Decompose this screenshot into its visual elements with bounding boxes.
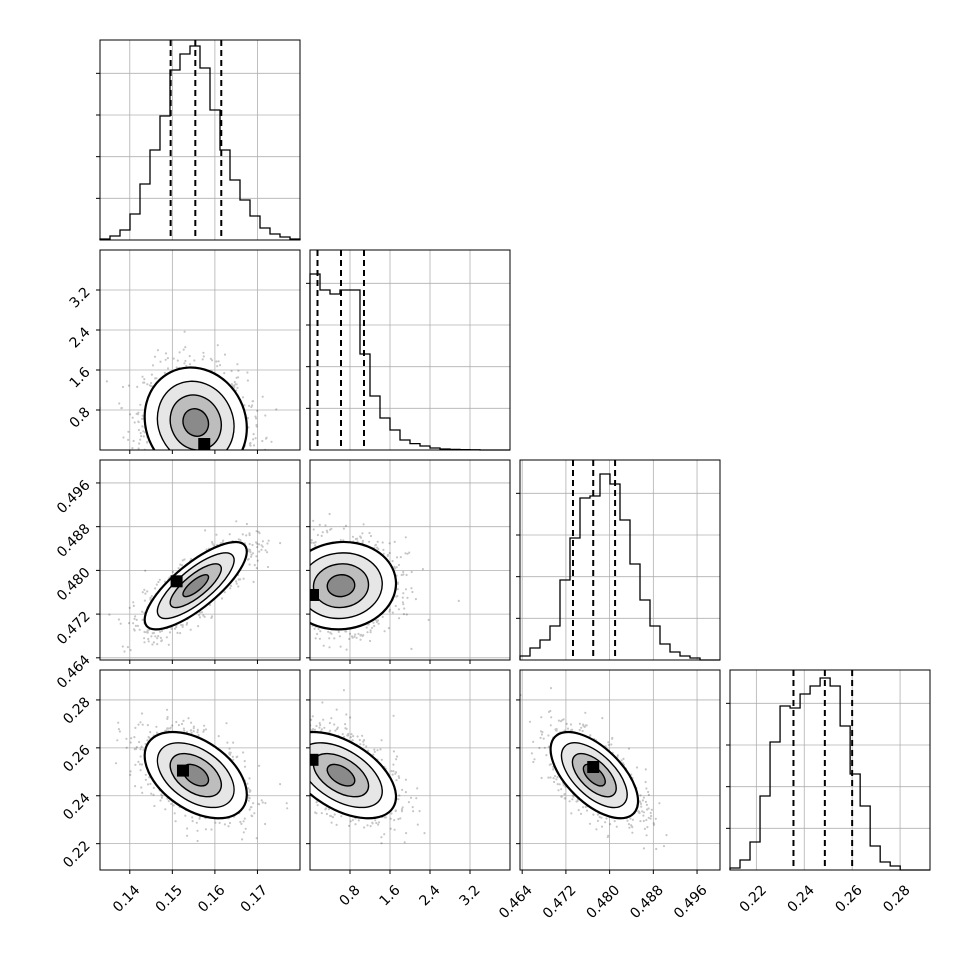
- x-tick-label: 0.24: [785, 882, 818, 915]
- x-tick-label: 0.480: [584, 882, 624, 922]
- y-tick-label: 2.4: [67, 324, 94, 351]
- y-tick-label: 0.24: [60, 790, 93, 823]
- density-contour: [182, 408, 210, 437]
- scatter-panel: [516, 669, 721, 874]
- histogram-panel: [306, 249, 511, 451]
- x-tick-label: 0.496: [671, 882, 711, 922]
- x-tick-label: 0.17: [238, 882, 271, 915]
- scatter-panel: [306, 459, 511, 664]
- y-tick-label: 0.472: [54, 608, 94, 648]
- density-peak: [310, 588, 319, 601]
- y-tick-label: 0.8: [67, 404, 94, 431]
- density-peak: [198, 438, 211, 450]
- histogram-step: [729, 677, 931, 871]
- panel-frame: [519, 459, 721, 661]
- x-tick-label: 0.488: [627, 882, 667, 922]
- y-tick-label: 0.28: [60, 694, 93, 727]
- y-tick-label: 0.488: [54, 521, 94, 561]
- histogram-panel: [516, 459, 721, 661]
- panel-frame: [309, 459, 511, 661]
- y-tick-label: 0.496: [54, 477, 94, 517]
- density-peak: [170, 575, 183, 588]
- x-tick-label: 2.4: [417, 882, 444, 909]
- histogram-panel: [96, 39, 301, 241]
- y-tick-label: 0.480: [54, 565, 94, 605]
- histogram-step: [99, 45, 301, 240]
- scatter-panel: [306, 669, 511, 874]
- panel-frame: [309, 249, 511, 451]
- density-contour: [182, 574, 210, 598]
- x-tick-label: 0.464: [496, 882, 536, 922]
- panel-frame: [309, 669, 511, 871]
- panel-frame: [99, 459, 301, 661]
- histogram-panel: [726, 669, 931, 871]
- panel-frame: [729, 669, 931, 871]
- scatter-panel: [96, 249, 301, 454]
- x-tick-label: 0.8: [337, 882, 364, 909]
- y-tick-label: 3.2: [67, 284, 94, 311]
- panel-frame: [99, 249, 301, 451]
- density-peak: [310, 753, 319, 766]
- density-contour: [326, 763, 356, 787]
- x-tick-label: 0.15: [153, 882, 186, 915]
- x-tick-label: 0.26: [832, 882, 865, 915]
- density-peak: [587, 761, 600, 774]
- y-tick-label: 0.22: [60, 838, 93, 871]
- panel-frame: [519, 669, 721, 871]
- y-tick-label: 0.464: [54, 652, 94, 692]
- density-peak: [176, 764, 189, 777]
- scatter-panel: [96, 669, 301, 874]
- x-tick-label: 0.16: [195, 882, 228, 915]
- x-tick-label: 3.2: [457, 882, 484, 909]
- scatter-panel: [96, 459, 301, 664]
- x-tick-label: 0.28: [880, 882, 913, 915]
- density-contour: [326, 574, 356, 598]
- x-tick-label: 0.14: [110, 882, 143, 915]
- x-tick-label: 1.6: [377, 882, 404, 909]
- y-tick-label: 0.26: [60, 742, 93, 775]
- panel-frame: [99, 39, 301, 241]
- y-tick-label: 1.6: [67, 364, 94, 391]
- x-tick-label: 0.22: [737, 882, 770, 915]
- histogram-step: [519, 473, 720, 661]
- panel-frame: [99, 669, 301, 871]
- x-tick-label: 0.472: [540, 882, 580, 922]
